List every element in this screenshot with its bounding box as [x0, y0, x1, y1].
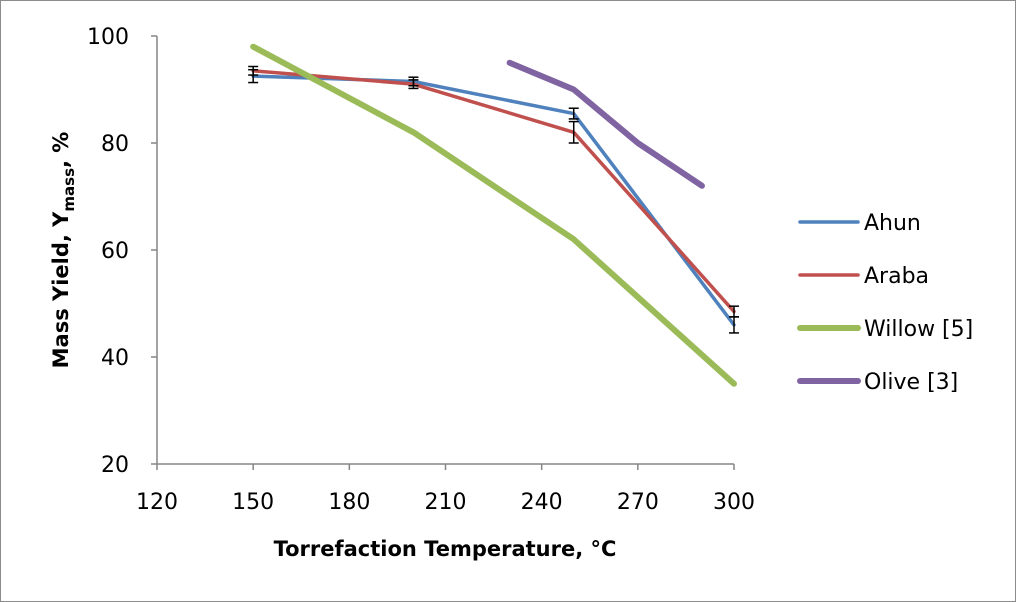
y-axis-title-main: Mass Yield, Y [49, 211, 73, 369]
error-bar-araba [729, 305, 739, 318]
errorbar-layer [248, 65, 739, 334]
x-tick-label: 300 [713, 490, 755, 515]
y-tick-label: 60 [101, 239, 129, 264]
x-tick-label: 270 [617, 490, 659, 515]
series-line-willow-5 [250, 43, 737, 387]
x-axis-title: Torrefaction Temperature, °C [274, 537, 617, 561]
legend-label: Willow [5] [864, 317, 973, 342]
legend-label: Ahun [864, 211, 921, 236]
error-bar-araba [408, 79, 419, 90]
y-axis-title-subscript: mass [60, 168, 78, 212]
legend-item-willow-5: Willow [5] [797, 317, 973, 342]
y-tick-label: 80 [101, 132, 129, 157]
error-bar-araba [568, 120, 579, 144]
series-line-araba [251, 69, 736, 314]
y-tick-label: 40 [101, 346, 129, 371]
y-tick-label: 20 [101, 453, 129, 478]
series-line-ahun [251, 74, 736, 327]
axes [151, 35, 735, 470]
x-tick-label: 150 [232, 490, 274, 515]
y-axis-title: Mass Yield, Ymass, % [49, 132, 78, 369]
y-tick-label: 100 [87, 25, 129, 50]
legend-item-olive-3: Olive [3] [797, 370, 958, 395]
series-layer [250, 43, 737, 387]
series-line-olive-3 [506, 59, 705, 189]
error-bar-araba [248, 65, 259, 76]
x-tick-label: 180 [328, 490, 370, 515]
error-bar-ahun [568, 107, 579, 120]
legend: Ahun Araba Willow [5] Olive [3] [797, 211, 973, 395]
tick-labels: 20 40 60 80 100 120 150 180 210 240 270 300 [87, 25, 755, 515]
legend-item-araba: Araba [798, 264, 929, 289]
legend-item-ahun: Ahun [798, 211, 921, 236]
x-tick-label: 210 [425, 490, 467, 515]
legend-label: Araba [864, 264, 929, 289]
legend-label: Olive [3] [864, 370, 958, 395]
x-tick-label: 120 [136, 490, 178, 515]
y-axis-title-suffix: , % [49, 132, 73, 168]
x-tick-label: 240 [521, 490, 563, 515]
